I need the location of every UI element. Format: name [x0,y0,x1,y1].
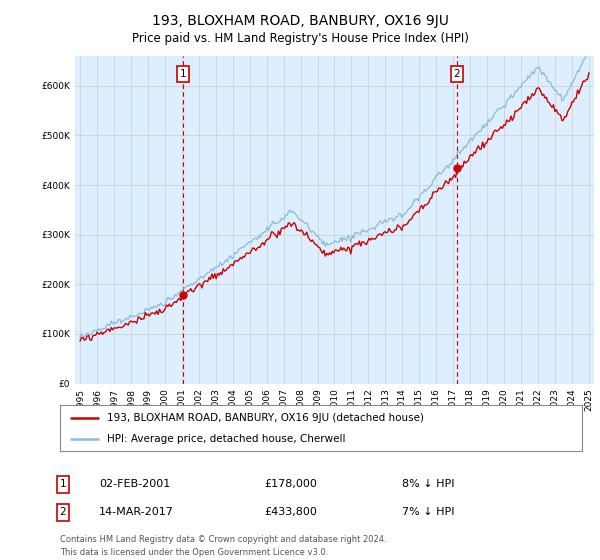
Text: 1: 1 [180,69,187,79]
Text: 1: 1 [59,479,67,489]
Text: HPI: Average price, detached house, Cherwell: HPI: Average price, detached house, Cher… [107,435,346,444]
Text: 2: 2 [59,507,67,517]
Text: £433,800: £433,800 [264,507,317,517]
Text: 7% ↓ HPI: 7% ↓ HPI [402,507,455,517]
Text: 14-MAR-2017: 14-MAR-2017 [99,507,174,517]
Text: 8% ↓ HPI: 8% ↓ HPI [402,479,455,489]
Text: £178,000: £178,000 [264,479,317,489]
Text: Contains HM Land Registry data © Crown copyright and database right 2024.: Contains HM Land Registry data © Crown c… [60,535,386,544]
Text: 2: 2 [454,69,460,79]
Text: 02-FEB-2001: 02-FEB-2001 [99,479,170,489]
Text: 193, BLOXHAM ROAD, BANBURY, OX16 9JU (detached house): 193, BLOXHAM ROAD, BANBURY, OX16 9JU (de… [107,413,424,423]
Text: 193, BLOXHAM ROAD, BANBURY, OX16 9JU: 193, BLOXHAM ROAD, BANBURY, OX16 9JU [152,14,448,28]
Text: Price paid vs. HM Land Registry's House Price Index (HPI): Price paid vs. HM Land Registry's House … [131,32,469,45]
Text: This data is licensed under the Open Government Licence v3.0.: This data is licensed under the Open Gov… [60,548,328,557]
